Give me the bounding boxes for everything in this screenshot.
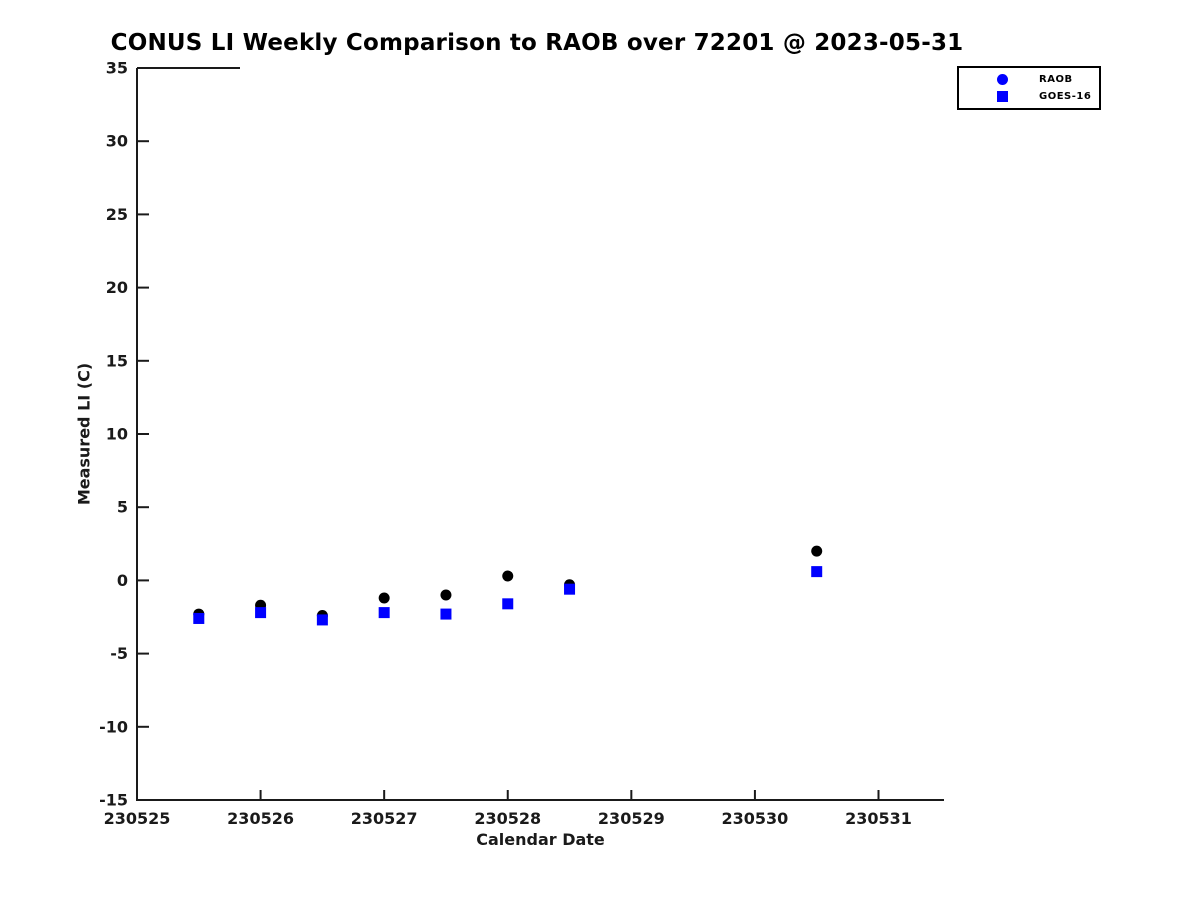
raob-circle-icon [997, 74, 1008, 85]
data-point-goes16 [378, 607, 390, 619]
y-tick-label: 20 [106, 278, 128, 297]
x-axis-label: Calendar Date [476, 830, 605, 849]
data-point-goes16 [193, 612, 205, 624]
x-tick-label: 230529 [598, 809, 665, 828]
y-tick-label: 30 [106, 132, 128, 151]
legend-row-goes16: GOES-16 [959, 91, 1099, 102]
chart-title: CONUS LI Weekly Comparison to RAOB over … [110, 30, 964, 56]
y-tick-label: 0 [117, 571, 128, 590]
x-tick-label: 230527 [351, 809, 418, 828]
data-point-goes16 [440, 608, 452, 620]
y-tick-label: 35 [106, 59, 128, 78]
y-tick-label: 25 [106, 205, 128, 224]
y-tick-label: 5 [117, 498, 128, 517]
data-point-raob [811, 545, 823, 557]
legend-row-raob: RAOB [959, 74, 1099, 85]
y-axis-label: Measured LI (C) [74, 362, 94, 506]
data-point-raob [378, 592, 390, 604]
y-tick-label: 15 [106, 351, 128, 370]
y-tick-label: -10 [99, 717, 128, 736]
data-point-goes16 [811, 566, 823, 578]
y-tick-label: -5 [110, 644, 128, 663]
data-point-goes16 [502, 598, 514, 610]
y-tick-label: 10 [106, 425, 128, 444]
data-point-goes16 [255, 607, 267, 619]
legend-label-goes16: GOES-16 [1039, 91, 1092, 102]
data-point-raob [440, 589, 452, 601]
data-point-raob [502, 570, 514, 582]
x-tick-label: 230531 [845, 809, 912, 828]
y-tick-label: -15 [99, 791, 128, 810]
x-tick-label: 230528 [474, 809, 541, 828]
x-tick-label: 230526 [227, 809, 294, 828]
legend: RAOB GOES-16 [957, 66, 1101, 110]
goes16-square-icon [997, 91, 1008, 102]
data-point-goes16 [564, 583, 576, 595]
legend-label-raob: RAOB [1039, 74, 1073, 85]
x-tick-label: 230530 [722, 809, 789, 828]
data-point-goes16 [316, 614, 328, 626]
x-tick-label: 230525 [104, 809, 171, 828]
